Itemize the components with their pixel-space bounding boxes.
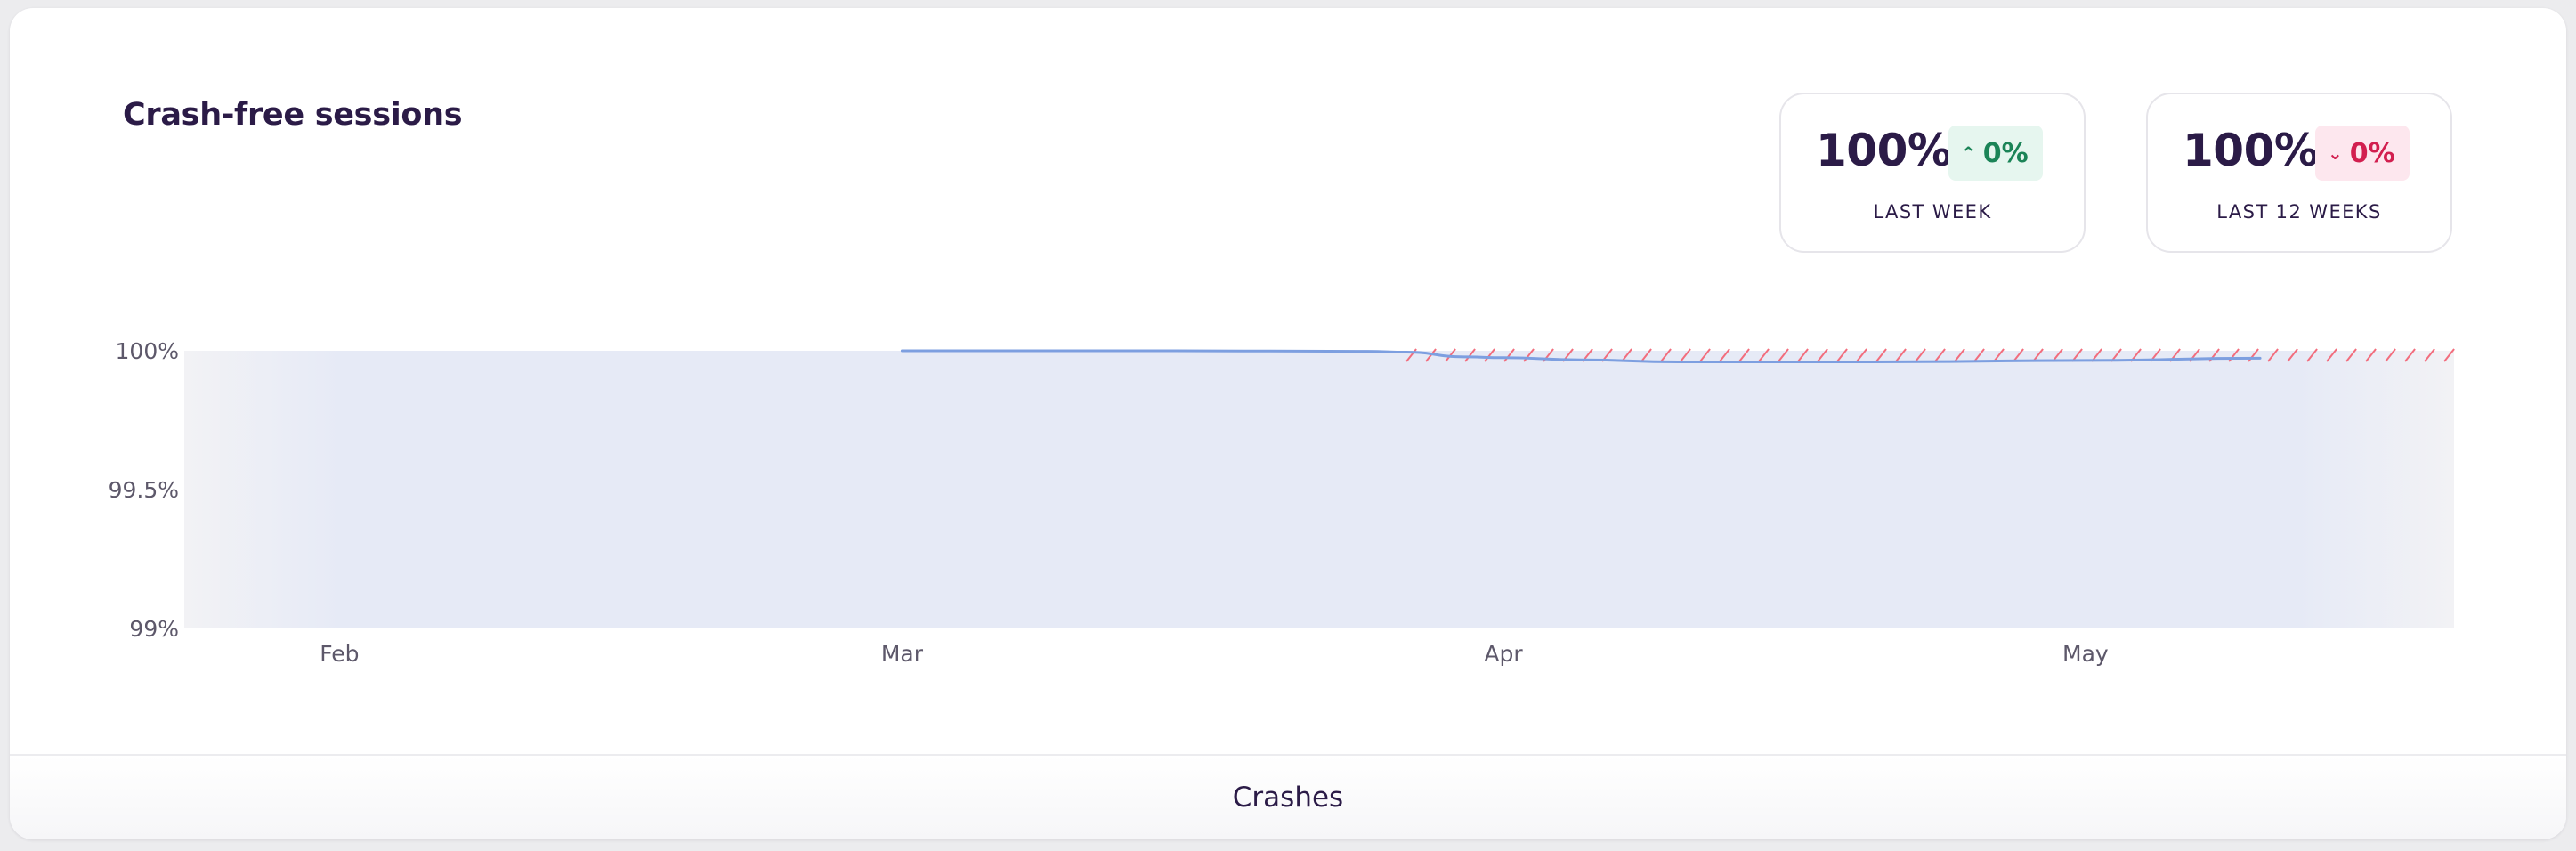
x-tick-label: May — [2062, 641, 2109, 667]
hatch-mark — [1719, 348, 1730, 362]
stat-value-last-week: 100% — [1816, 125, 1952, 176]
delta-value-last-12-weeks: 0% — [2349, 137, 2395, 169]
hatch-mark — [1464, 348, 1476, 362]
hatch-mark — [1797, 348, 1809, 362]
hatch-mark — [1915, 348, 1926, 362]
hatch-mark — [2306, 348, 2318, 362]
x-tick-label: Mar — [881, 641, 924, 667]
chevron-down-icon: ⌄ — [2328, 142, 2343, 164]
hatch-mark — [1778, 348, 1789, 362]
hatch-mark — [2326, 348, 2337, 362]
hatch-mark — [2267, 348, 2279, 362]
hatch-mark — [2385, 348, 2396, 362]
hatch-mark — [1817, 348, 1828, 362]
hatch-mark — [2013, 348, 2024, 362]
chart-area-background — [184, 351, 2454, 628]
hatch-mark — [1856, 348, 1867, 362]
hatch-mark — [2424, 348, 2435, 362]
series-line — [900, 349, 2262, 363]
hatch-mark — [2287, 348, 2298, 362]
x-tick-label: Apr — [1484, 641, 1523, 667]
hatch-mark — [1895, 348, 1907, 362]
hatch-mark — [1503, 348, 1515, 362]
hatch-mark — [1758, 348, 1770, 362]
hatch-mark — [1836, 348, 1848, 362]
hatch-mark — [1425, 348, 1437, 362]
hatch-mark — [2404, 348, 2416, 362]
stat-label-last-week: LAST WEEK — [1873, 201, 1992, 223]
hatch-mark — [2345, 348, 2357, 362]
stat-value-last-12-weeks: 100% — [2183, 125, 2319, 176]
hatch-mark — [1640, 348, 1652, 362]
hatch-mark — [2365, 348, 2377, 362]
hatch-mark — [1699, 348, 1711, 362]
y-tick-label: 100% — [116, 338, 179, 364]
hatch-mark — [1660, 348, 1672, 362]
stat-card-last-12-weeks: 100% ⌄ 0% LAST 12 WEEKS — [2146, 93, 2452, 253]
delta-value-last-week: 0% — [1982, 137, 2029, 169]
hatch-mark — [1973, 348, 1985, 362]
y-tick-label: 99.5% — [109, 477, 179, 503]
hatch-mark — [1934, 348, 1946, 362]
delta-badge-last-week: ⌃ 0% — [1948, 126, 2043, 181]
hatch-mark — [1738, 348, 1750, 362]
hatch-mark — [2443, 348, 2455, 362]
chart-title: Crash-free sessions — [123, 97, 463, 133]
crash-free-sessions-card: Crash-free sessions 100% ⌃ 0% LAST WEEK … — [10, 8, 2566, 839]
x-tick-label: Feb — [320, 641, 359, 667]
hatch-mark — [1484, 348, 1495, 362]
hatch-mark — [1680, 348, 1691, 362]
tab-crashes[interactable]: Crashes — [10, 754, 2566, 839]
delta-badge-last-12-weeks: ⌄ 0% — [2315, 126, 2410, 181]
y-tick-label: 99% — [129, 616, 179, 642]
crash-free-chart: 100% 99.5% 99% Feb Mar Apr May — [109, 338, 2455, 667]
hatch-mark — [1993, 348, 2005, 362]
hatch-mark — [1954, 348, 1965, 362]
stat-card-last-week: 100% ⌃ 0% LAST WEEK — [1779, 93, 2086, 253]
chevron-up-icon: ⌃ — [1961, 142, 1976, 164]
stat-label-last-12-weeks: LAST 12 WEEKS — [2216, 201, 2382, 223]
hatch-mark — [1875, 348, 1887, 362]
